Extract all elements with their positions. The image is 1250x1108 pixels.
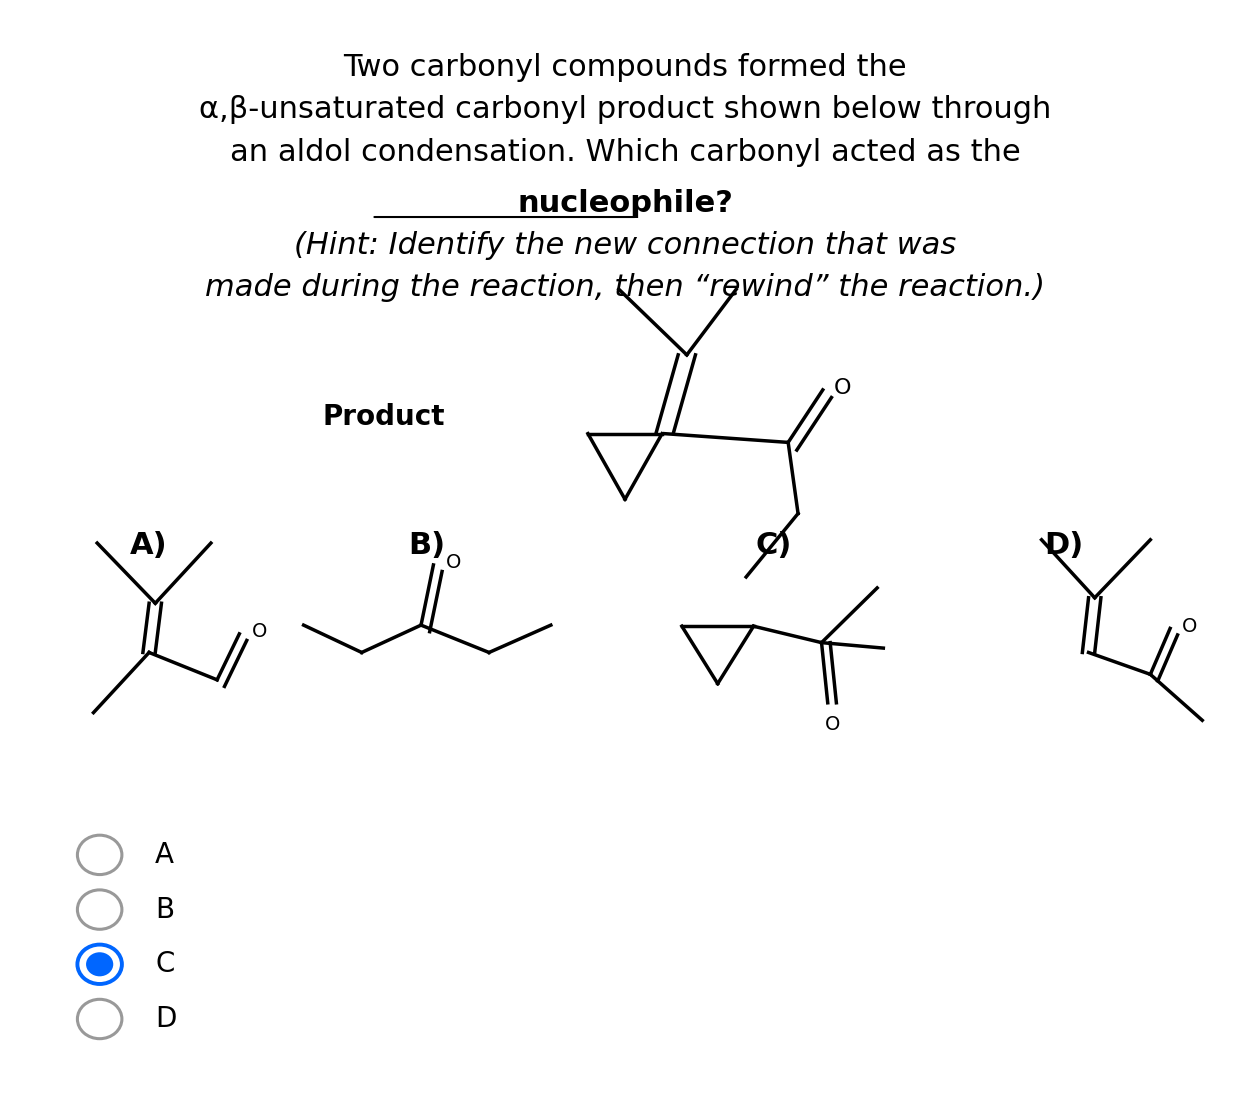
Text: Product: Product	[322, 403, 445, 431]
Text: C: C	[155, 951, 175, 978]
Text: α,β-unsaturated carbonyl product shown below through: α,β-unsaturated carbonyl product shown b…	[199, 95, 1051, 124]
Text: A): A)	[130, 531, 168, 560]
Text: O: O	[834, 378, 851, 398]
Text: made during the reaction, then “rewind” the reaction.): made during the reaction, then “rewind” …	[205, 273, 1045, 301]
Text: O: O	[445, 553, 461, 572]
Text: C): C)	[755, 531, 791, 560]
Text: O: O	[825, 715, 840, 735]
Text: an aldol condensation. Which carbonyl acted as the: an aldol condensation. Which carbonyl ac…	[230, 138, 1020, 167]
Text: B: B	[155, 895, 175, 924]
Text: O: O	[251, 623, 266, 642]
Text: O: O	[1182, 617, 1198, 636]
Text: Two carbonyl compounds formed the: Two carbonyl compounds formed the	[344, 52, 906, 82]
Circle shape	[86, 952, 114, 976]
Text: D): D)	[1044, 531, 1084, 560]
Text: D: D	[155, 1005, 176, 1033]
Text: B): B)	[409, 531, 446, 560]
Text: (Hint: Identify the new connection that was: (Hint: Identify the new connection that …	[294, 230, 956, 260]
Text: nucleophile?: nucleophile?	[518, 189, 732, 218]
Text: A: A	[155, 841, 174, 869]
